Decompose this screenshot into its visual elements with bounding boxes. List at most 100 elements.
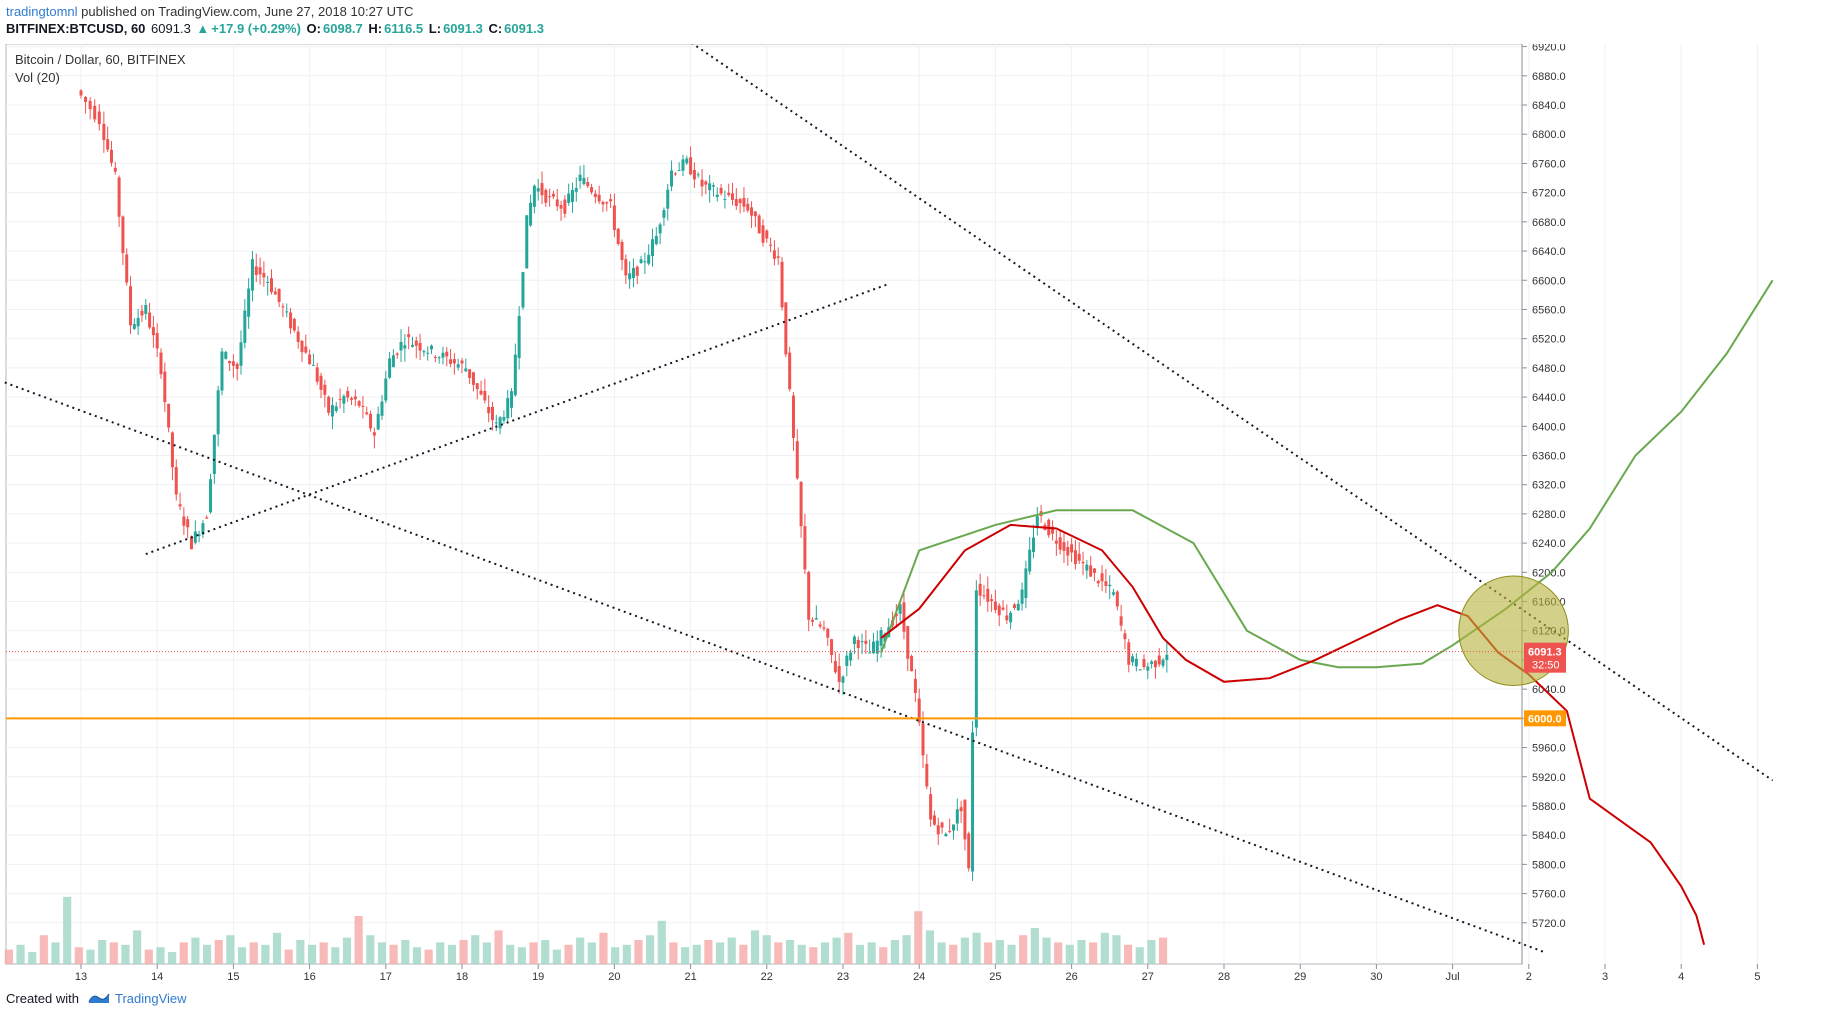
candle-body [788,352,792,390]
volume-bar [16,944,25,964]
candle-body [525,215,529,269]
candle-body [262,272,266,278]
price-chart[interactable]: 6920.0 6880.0 6840.0 6800.0 6760.0 6720.0 6680… [0,0,1828,984]
price-tick-label: 5800.0 [1532,859,1566,871]
candle-body [144,305,148,314]
date-tick-label: 22 [761,971,773,983]
volume-bar [39,935,48,964]
chart-area[interactable]: 6920.0 6880.0 6840.0 6800.0 6760.0 6720.0 6680… [0,0,1828,984]
candle-body [1032,537,1035,553]
candle-body [910,655,914,672]
candle-body [304,346,308,353]
candle-body [235,363,239,369]
candle-body [559,205,563,209]
date-tick-label: 18 [456,971,468,983]
volume-bar [599,932,608,964]
candle-body [993,601,997,610]
candle-body [384,378,388,401]
volume-bar [844,932,853,964]
candle-body [708,183,712,191]
candle-body [936,825,940,835]
candle-body [612,205,616,231]
candle-body [170,432,174,468]
volume-bar [168,952,177,964]
price-tick-label: 6240.0 [1532,538,1566,550]
volume-bar [389,944,398,964]
candle-body [452,359,456,364]
candle-body [871,641,875,654]
volume-bar [366,935,375,964]
volume-bar [1054,942,1063,964]
candle-body [586,182,590,187]
volume-bar [1100,932,1109,964]
candle-body [1001,607,1005,610]
candle-body [593,193,597,198]
volume-bar [354,916,363,964]
volume-bar [704,940,713,964]
candle-body [529,202,533,226]
candle-body [1062,542,1066,551]
candle-body [84,97,88,103]
candle-body [662,210,666,218]
candle-body [334,406,338,411]
candle-body [624,259,628,276]
candle-body [300,340,304,353]
volume-bar [855,944,865,964]
volume-bar [914,911,923,964]
volume-bar [587,942,596,964]
candle-body [757,215,761,234]
publish-line: tradingtomnl published on TradingView.co… [6,4,413,19]
tradingview-brand[interactable]: TradingView [114,990,187,1006]
high-label: H: [368,21,383,36]
candle-body [388,358,392,378]
volume-bar [622,944,631,964]
candle-body [929,794,933,820]
volume-bar [925,930,934,964]
candle-body [1157,655,1161,665]
candle-body [563,199,567,214]
volume-bar [202,944,212,964]
candle-body [578,174,582,181]
candle-body [955,809,959,824]
candle-body [1024,568,1028,599]
candle-body [1081,561,1085,564]
candle-body [430,345,434,350]
footer: Created with TradingView [6,988,187,1008]
volume-bar [296,940,305,964]
candle-body [651,239,654,257]
candle-body [635,266,639,276]
price-tick-label: 5840.0 [1532,830,1566,842]
volume-bar [1030,928,1039,964]
volume-bar [809,947,818,964]
candle-body [1012,604,1016,608]
candle-body [1089,565,1093,577]
volume-bar [949,944,958,964]
candle-body [784,302,788,355]
volume-bar [879,947,888,964]
level-label-box [1524,710,1566,727]
close-label: C: [488,21,503,36]
candle-body [845,655,849,666]
candle-body [376,413,380,430]
date-tick-label: 3 [1602,971,1608,983]
candle-body [841,676,845,683]
candle-body [445,351,449,357]
candle-body [273,291,277,295]
countdown-text: 32:50 [1532,660,1560,672]
candle-body [129,286,133,326]
candle-body [163,371,167,403]
ohlc-line: BITFINEX:BTCUSD, 60 6091.3 ▲ +17.9 (+0.29… [6,21,546,36]
candle-body [132,324,136,329]
candle-body [342,395,346,404]
price-tick-label: 6520.0 [1532,334,1566,346]
candle-body [193,531,197,543]
volume-bar [226,935,235,964]
author-link[interactable]: tradingtomnl [6,4,78,19]
candle-body [1058,537,1062,550]
open-value: 6098.7 [323,21,363,36]
candle-body [601,201,605,205]
volume-bar [214,940,223,964]
candle-body [696,174,700,176]
candle-body [1016,603,1020,611]
candle-body [167,403,171,428]
